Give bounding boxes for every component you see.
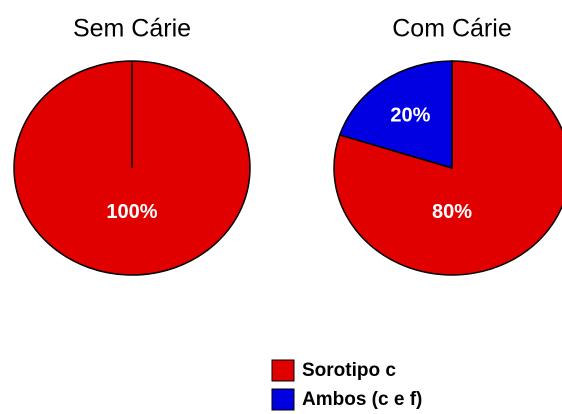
- value-label: 20%: [390, 104, 430, 126]
- legend-swatch: [271, 359, 295, 382]
- value-label: 100%: [106, 201, 157, 223]
- pie-slice: [333, 60, 562, 276]
- chart-title: Com Cárie: [392, 15, 511, 43]
- pie-slice: [338, 60, 453, 170]
- chart-title: Sem Cárie: [73, 15, 191, 43]
- value-label: 80%: [432, 201, 472, 223]
- legend-label: Ambos (c e f): [302, 389, 422, 410]
- legend-label: Sorotipo c: [302, 360, 396, 381]
- legend-swatch: [271, 388, 295, 411]
